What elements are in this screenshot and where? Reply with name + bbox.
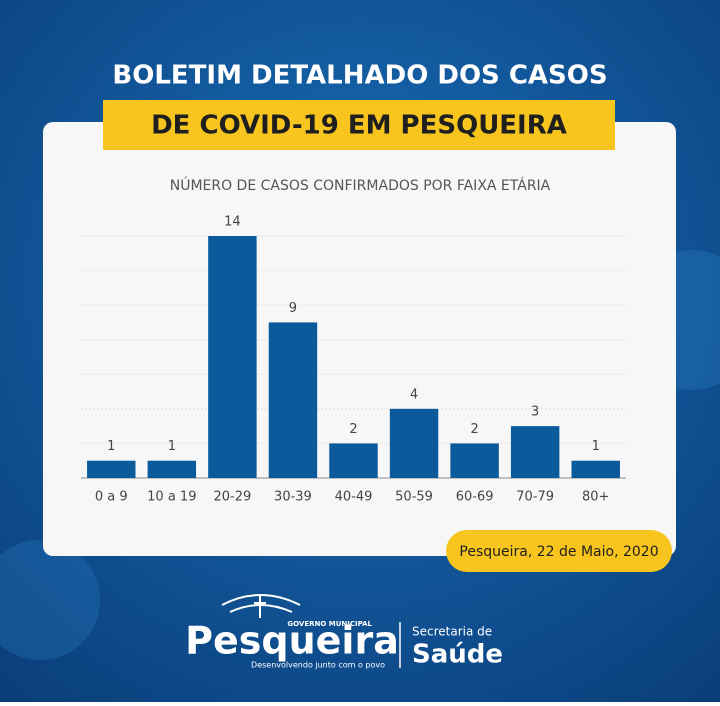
x-tick-label: 80+ — [582, 490, 609, 505]
x-tick-label: 30-39 — [274, 490, 312, 505]
x-tick-label: 20-29 — [213, 490, 251, 505]
value-label: 1 — [107, 439, 115, 454]
x-tick-label: 0 a 9 — [95, 490, 128, 505]
logo-dept1: Secretaria de — [412, 625, 492, 639]
bar — [268, 322, 318, 478]
logo: Pesqueira GOVERNO MUNICIPAL Desenvolvend… — [185, 594, 503, 670]
bar — [510, 426, 560, 478]
bar — [147, 460, 197, 478]
value-label: 4 — [410, 387, 418, 402]
bar — [87, 460, 136, 478]
value-label: 9 — [289, 301, 297, 316]
decor-virus — [0, 540, 100, 660]
date: Pesqueira, 22 de Maio, 2020 — [459, 544, 658, 560]
plot: 0 a 9 1 10 a 19 1 20-29 14 30-39 9 40-49 2 50-59 4 6… — [81, 215, 626, 505]
logo-dept2: Saúde — [412, 640, 503, 670]
value-label: 3 — [531, 405, 539, 420]
value-label: 2 — [470, 422, 478, 437]
value-label: 1 — [168, 439, 176, 454]
bar — [329, 443, 378, 478]
value-label: 14 — [224, 215, 241, 230]
x-tick-label: 40-49 — [335, 490, 373, 505]
value-label: 1 — [592, 439, 600, 454]
header-highlight — [103, 100, 615, 150]
logo-name: Pesqueira — [185, 619, 399, 663]
bar — [571, 460, 620, 478]
value-label: 2 — [349, 422, 357, 437]
x-tick-label: 10 a 19 — [147, 490, 196, 505]
logo-slogan: Desenvolvendo junto com o povo — [251, 661, 385, 670]
x-tick-label: 70-79 — [516, 490, 554, 505]
bar — [389, 408, 439, 478]
x-tick-label: 60-69 — [456, 490, 494, 505]
header-line1: BOLETIM DETALHADO DOS CASOS — [112, 61, 607, 91]
logo-arc — [221, 594, 301, 606]
chart-title: NÚMERO DE CASOS CONFIRMADOS POR FAIXA ET… — [170, 176, 551, 194]
date-badge — [446, 530, 672, 572]
x-tick-label: 50-59 — [395, 490, 433, 505]
header-line2: DE COVID-19 EM PESQUEIRA — [151, 111, 567, 141]
bar — [450, 443, 499, 478]
logo-gov: GOVERNO MUNICIPAL — [287, 620, 372, 628]
bar — [208, 236, 257, 478]
